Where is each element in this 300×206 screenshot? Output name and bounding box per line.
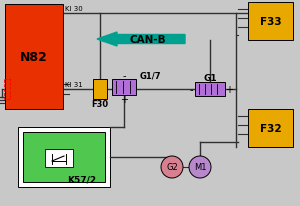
Text: +: + bbox=[225, 85, 233, 95]
Text: K57/2: K57/2 bbox=[68, 175, 97, 184]
Text: CAN-B: CAN-B bbox=[130, 35, 166, 45]
Text: M1: M1 bbox=[194, 163, 206, 172]
Text: G1/7: G1/7 bbox=[139, 71, 161, 80]
FancyArrow shape bbox=[97, 33, 185, 47]
Bar bbox=[248, 109, 293, 147]
Circle shape bbox=[189, 156, 211, 178]
Bar bbox=[93, 80, 107, 99]
Text: KI 30: KI 30 bbox=[65, 6, 83, 12]
Text: N82: N82 bbox=[20, 51, 48, 64]
Text: KI 31: KI 31 bbox=[65, 82, 83, 88]
Text: -: - bbox=[189, 85, 193, 95]
Bar bbox=[5, 5, 63, 109]
Text: F30: F30 bbox=[92, 100, 109, 109]
Text: -: - bbox=[122, 71, 126, 81]
Bar bbox=[112, 80, 136, 96]
Bar bbox=[45, 149, 73, 167]
Bar bbox=[18, 127, 110, 187]
Bar bbox=[4, 80, 10, 99]
Bar bbox=[23, 132, 105, 182]
Circle shape bbox=[161, 156, 183, 178]
Text: G1: G1 bbox=[203, 74, 217, 83]
Text: +: + bbox=[120, 95, 128, 104]
Bar bbox=[248, 3, 293, 41]
Bar bbox=[195, 83, 225, 97]
Text: G2: G2 bbox=[166, 163, 178, 172]
Text: F33: F33 bbox=[260, 17, 281, 27]
Text: F32: F32 bbox=[260, 123, 281, 133]
